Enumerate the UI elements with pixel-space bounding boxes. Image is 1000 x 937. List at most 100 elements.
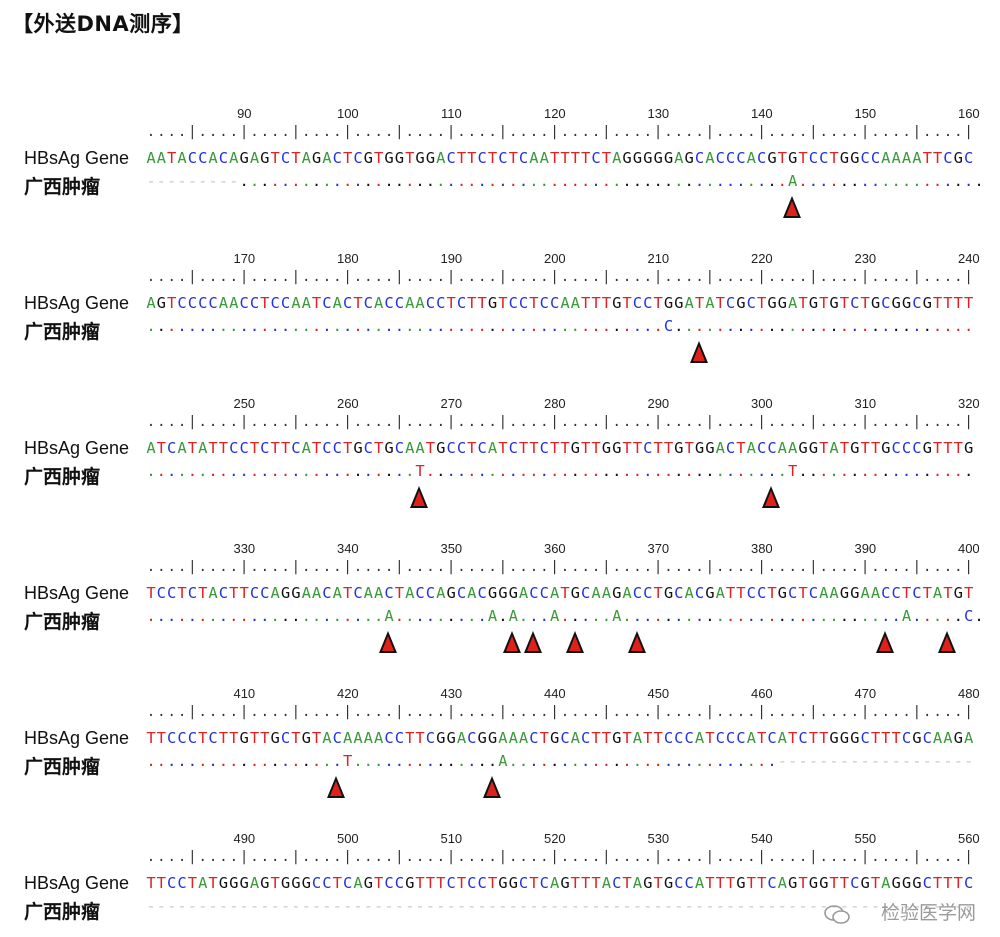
base: G [891, 294, 901, 312]
base: G [788, 874, 798, 892]
position-tick: 460 [750, 686, 773, 701]
match-dot: . [498, 607, 508, 625]
match-dot: . [932, 172, 943, 190]
base: A [487, 439, 498, 457]
base: C [860, 149, 870, 167]
match-dot: . [746, 462, 756, 480]
match-dot: . [353, 172, 363, 190]
base: T [332, 874, 342, 892]
match-dot: - [819, 897, 829, 915]
base: T [881, 729, 891, 747]
match-dot: . [829, 172, 839, 190]
base: A [332, 584, 342, 602]
base: G [922, 294, 932, 312]
base: T [487, 874, 498, 892]
base: C [187, 294, 198, 312]
match-dot: . [612, 462, 622, 480]
base: A [456, 729, 467, 747]
match-dot: - [177, 172, 187, 190]
base: G [405, 874, 415, 892]
match-dot: . [891, 462, 901, 480]
variant-base: A [508, 607, 518, 625]
position-tick: 270 [440, 396, 463, 411]
position-tick: 170 [233, 251, 256, 266]
base: G [912, 874, 922, 892]
match-dot: . [280, 317, 291, 335]
match-dot: . [953, 607, 963, 625]
match-dot: . [198, 752, 208, 770]
base: A [570, 729, 581, 747]
base: A [932, 729, 943, 747]
match-dot: . [912, 607, 922, 625]
match-dot: - [870, 897, 881, 915]
base: C [736, 729, 746, 747]
position-tick: 150 [854, 106, 877, 121]
base: C [539, 439, 549, 457]
match-dot: . [146, 462, 156, 480]
base: T [663, 439, 674, 457]
match-dot: . [850, 317, 860, 335]
position-tick: 370 [647, 541, 670, 556]
match-dot: . [291, 462, 301, 480]
match-dot: . [239, 462, 249, 480]
match-dot: - [508, 897, 518, 915]
base: C [342, 294, 353, 312]
base: G [850, 729, 860, 747]
sample-label: 广西肿瘤 [24, 756, 101, 778]
base: T [932, 149, 943, 167]
base: T [456, 874, 467, 892]
match-dot: . [363, 752, 374, 770]
base: C [187, 584, 198, 602]
match-dot: - [456, 897, 467, 915]
match-dot: . [581, 462, 591, 480]
base: T [249, 439, 260, 457]
match-dot: . [311, 752, 322, 770]
variant-marker [782, 196, 801, 218]
base: G [901, 294, 912, 312]
base: A [146, 149, 156, 167]
base: C [198, 294, 208, 312]
base: C [643, 439, 653, 457]
base: T [529, 439, 539, 457]
base: T [570, 874, 581, 892]
match-dot: . [705, 462, 715, 480]
base: T [311, 729, 322, 747]
base: G [663, 874, 674, 892]
base: A [353, 874, 363, 892]
match-dot: . [767, 752, 777, 770]
base: A [156, 149, 167, 167]
base: T [963, 294, 974, 312]
match-dot: . [332, 752, 342, 770]
position-tick: 190 [440, 251, 463, 266]
match-dot: . [280, 607, 291, 625]
match-dot: . [518, 607, 529, 625]
base: T [239, 584, 249, 602]
match-dot: . [819, 462, 829, 480]
base: A [332, 294, 342, 312]
match-dot: . [487, 317, 498, 335]
match-dot: . [560, 462, 570, 480]
base: G [653, 149, 663, 167]
base: T [518, 439, 529, 457]
match-dot: . [756, 752, 767, 770]
match-dot: . [405, 752, 415, 770]
match-dot: . [601, 752, 612, 770]
base: C [322, 584, 332, 602]
base: G [498, 584, 508, 602]
base: A [467, 584, 477, 602]
base: C [901, 439, 912, 457]
base: T [943, 584, 953, 602]
match-dot: - [146, 172, 156, 190]
variant-marker [938, 631, 957, 653]
base: T [446, 294, 456, 312]
match-dot: - [187, 897, 198, 915]
base: G [384, 439, 394, 457]
match-dot: . [518, 752, 529, 770]
match-dot: . [601, 317, 612, 335]
position-tick: 330 [233, 541, 256, 556]
base: C [394, 874, 405, 892]
base: A [249, 874, 260, 892]
variant-base: A [788, 172, 798, 190]
base: C [280, 149, 291, 167]
match-dot: . [932, 462, 943, 480]
